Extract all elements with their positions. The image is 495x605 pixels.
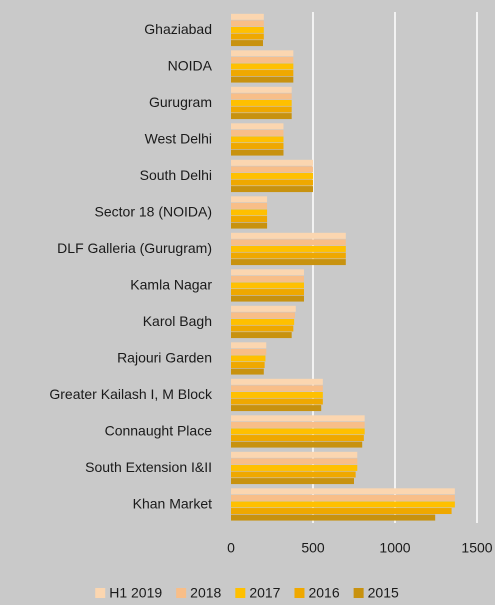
bar [231, 478, 354, 485]
bar [231, 355, 266, 362]
bar [231, 405, 322, 412]
bar [231, 332, 292, 339]
y-tick-label: South Delhi [140, 167, 212, 183]
bar [231, 342, 267, 349]
bar [231, 391, 323, 398]
y-tick-label: Karol Bagh [143, 313, 212, 329]
bar [231, 441, 363, 448]
x-tick-label: 1000 [379, 540, 410, 556]
y-tick-label: South Extension I&II [85, 459, 212, 475]
bar [231, 348, 267, 355]
bar [231, 385, 323, 392]
bar [231, 20, 264, 27]
bar [231, 282, 304, 289]
bar [231, 451, 358, 458]
bar [231, 179, 313, 186]
y-tick-label: Khan Market [133, 495, 212, 511]
bar [231, 26, 264, 33]
bar [231, 76, 294, 83]
y-tick-label: Sector 18 (NOIDA) [95, 203, 212, 219]
bar [231, 428, 365, 435]
bar [231, 86, 292, 93]
bar [231, 159, 313, 166]
x-tick-label: 0 [227, 540, 235, 556]
bar [231, 312, 295, 319]
bar [231, 186, 313, 193]
bar [231, 13, 264, 20]
legend-swatch [294, 588, 305, 598]
bar [231, 514, 436, 521]
bar [231, 123, 284, 130]
bar [231, 289, 304, 296]
bar [231, 239, 346, 246]
bar [231, 93, 292, 100]
x-tick-label: 1500 [461, 540, 492, 556]
bar [231, 245, 346, 252]
bar [231, 99, 292, 106]
y-tick-label: Ghaziabad [144, 21, 212, 37]
bar [231, 269, 304, 276]
bar [231, 368, 264, 375]
bar [231, 259, 346, 266]
bar [231, 378, 323, 385]
bar [231, 172, 313, 179]
bar [231, 471, 356, 478]
bar [231, 63, 294, 70]
bar [231, 458, 358, 465]
legend-label: 2015 [368, 585, 399, 601]
bar [231, 222, 268, 229]
y-tick-label: Kamla Nagar [130, 276, 212, 292]
bar [231, 70, 294, 77]
legend-label: 2017 [249, 585, 280, 601]
bar [231, 33, 264, 40]
y-tick-label: West Delhi [145, 130, 212, 146]
legend-label: 2016 [308, 585, 339, 601]
bar [231, 50, 294, 57]
bar [231, 275, 304, 282]
bar [231, 494, 455, 501]
bar [231, 166, 313, 173]
bar [231, 40, 263, 47]
bar [231, 415, 365, 422]
bar [231, 325, 294, 332]
bar [231, 209, 268, 216]
bar [231, 464, 358, 471]
x-tick-label: 500 [301, 540, 325, 556]
bar [231, 232, 346, 239]
bar [231, 398, 323, 405]
bar [231, 129, 284, 136]
legend-swatch [353, 588, 364, 598]
legend-swatch [176, 588, 187, 598]
bar [231, 318, 295, 325]
bar [231, 508, 452, 515]
bar [231, 143, 284, 150]
y-tick-label: Greater Kailash I, M Block [49, 386, 213, 402]
bar [231, 295, 304, 302]
bar [231, 106, 292, 113]
legend-swatch [235, 588, 246, 598]
bar [231, 196, 268, 203]
bar [231, 56, 294, 63]
bar [231, 362, 265, 369]
y-tick-label: NOIDA [168, 57, 213, 73]
legend-label: 2018 [190, 585, 221, 601]
bar [231, 149, 284, 156]
bar [231, 113, 292, 120]
bar [231, 305, 296, 312]
bar [231, 488, 455, 495]
bar [231, 501, 455, 508]
bar [231, 202, 268, 209]
bar [231, 136, 284, 143]
y-tick-label: DLF Galleria (Gurugram) [57, 240, 212, 256]
bar [231, 216, 268, 223]
legend-label: H1 2019 [109, 585, 162, 601]
legend-swatch [95, 588, 106, 598]
bar [231, 252, 346, 259]
y-tick-label: Gurugram [149, 94, 212, 110]
bar [231, 435, 364, 442]
bar [231, 421, 365, 428]
y-tick-label: Connaught Place [105, 422, 213, 438]
y-tick-label: Rajouri Garden [117, 349, 212, 365]
